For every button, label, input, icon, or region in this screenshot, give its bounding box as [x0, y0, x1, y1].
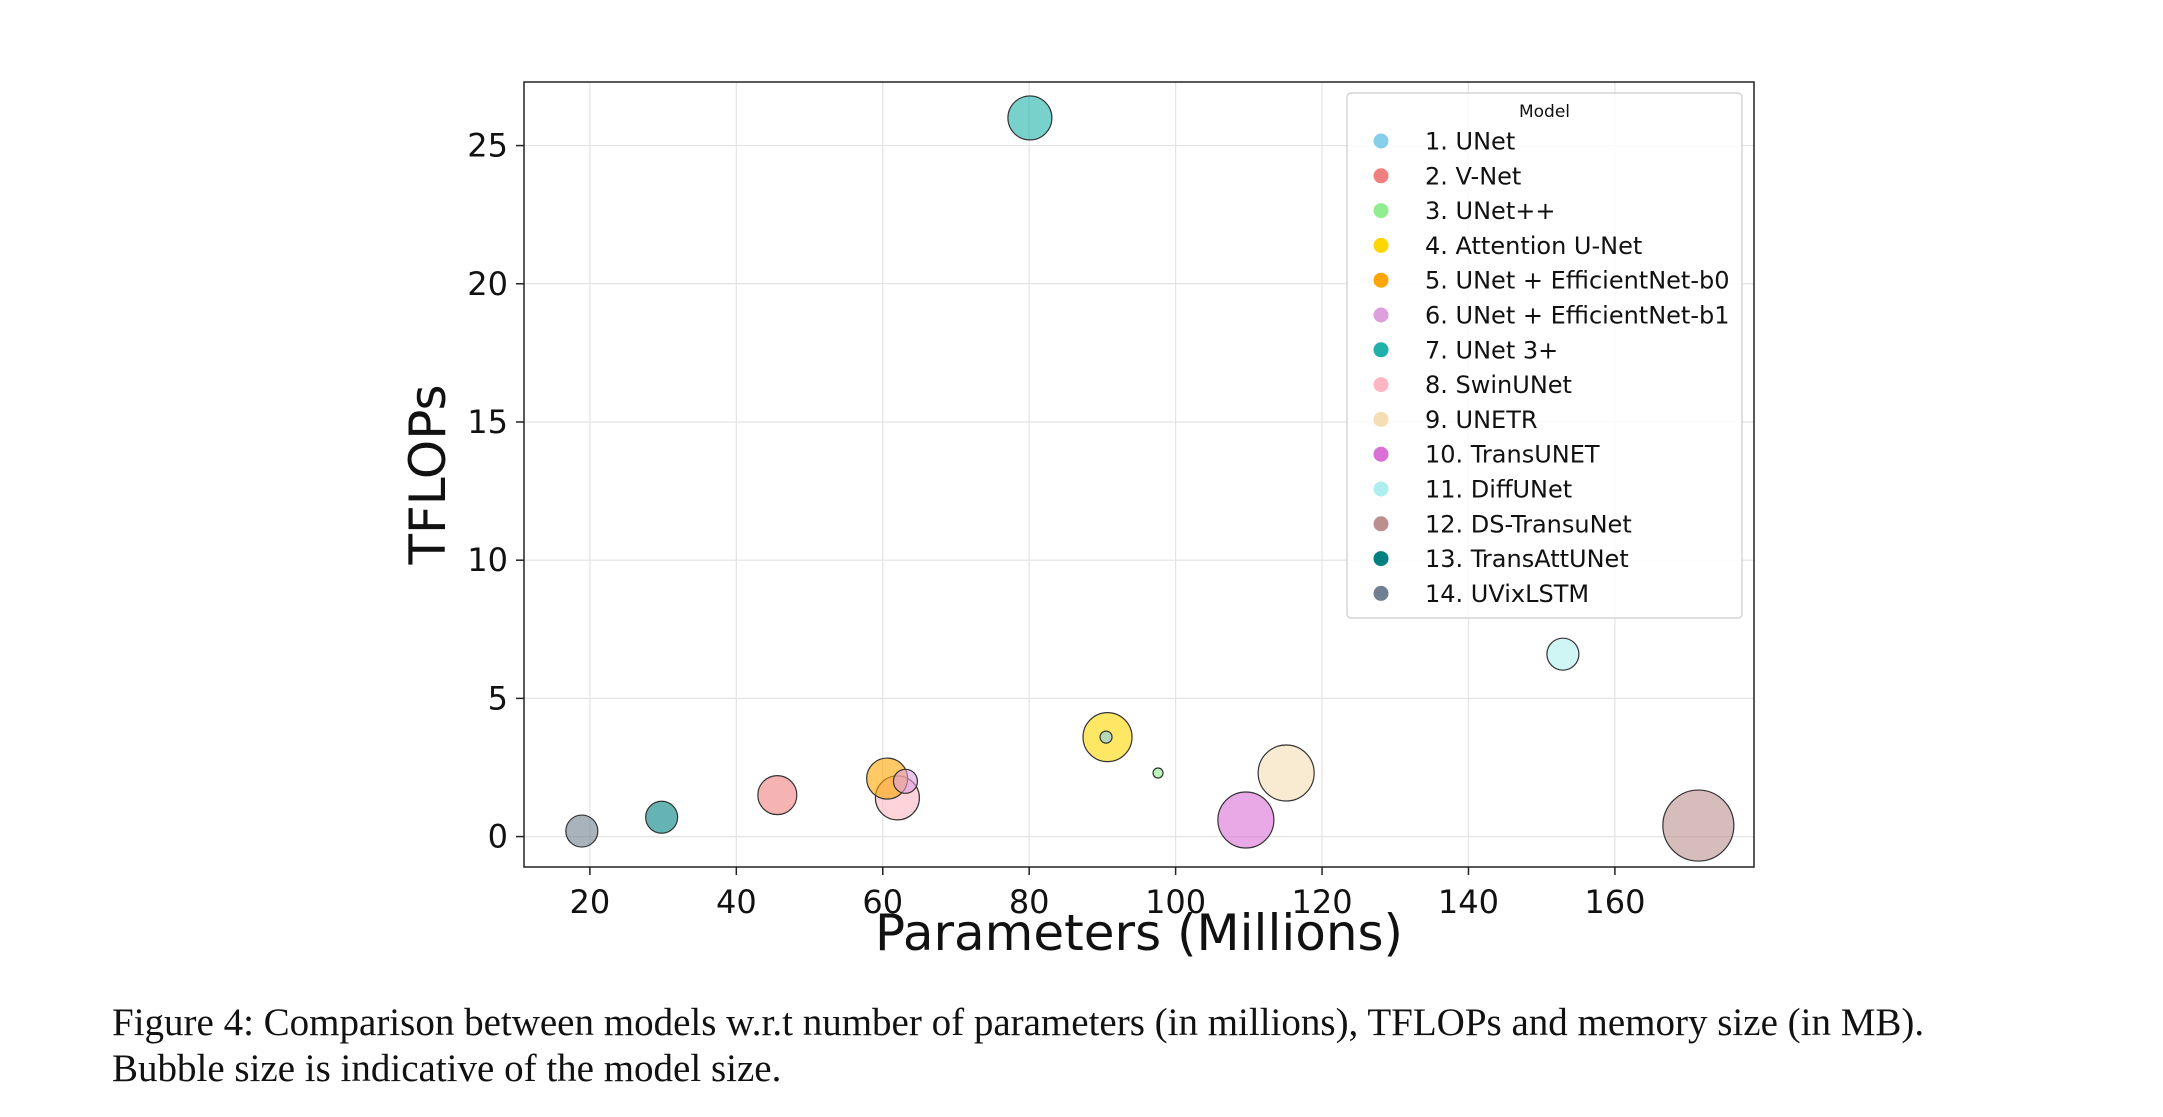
legend-label: 12. DS-TransuNet — [1425, 510, 1632, 538]
legend-swatch — [1373, 237, 1389, 253]
legend-label: 14. UVixLSTM — [1425, 580, 1589, 608]
tick-layer: 20 40 60 80 100 120 140 160 0 5 10 15 20 25 — [467, 127, 1645, 921]
bubble-layer — [565, 95, 1735, 862]
x-tick-label: 80 — [1009, 883, 1050, 921]
x-tick-label: 60 — [862, 883, 903, 921]
bubble-diffunet — [1546, 637, 1580, 671]
x-axis-title: Parameters (Millions) — [875, 904, 1403, 962]
y-tick-label: 20 — [467, 265, 508, 303]
legend-label: 5. UNet + EfficientNet-b0 — [1425, 267, 1730, 295]
legend-label: 4. Attention U-Net — [1425, 232, 1642, 260]
legend-label: 10. TransUNET — [1425, 441, 1600, 469]
legend-swatch — [1373, 411, 1389, 427]
legend-swatch — [1373, 551, 1389, 567]
legend-swatch — [1373, 481, 1389, 497]
legend-swatch — [1373, 342, 1389, 358]
bubble-unet — [1099, 730, 1113, 744]
bubble-unet — [1152, 767, 1164, 779]
bubble-chart: 20 40 60 80 100 120 140 160 0 5 10 15 20 25 Parameter… — [399, 81, 1755, 962]
plot-frame — [523, 81, 1755, 868]
bubble-unet-3 — [1007, 95, 1053, 141]
legend-label: 7. UNet 3+ — [1425, 336, 1558, 364]
legend: Model 1. UNet 2. V-Net 3. UNet++ 4. Attenti… — [1346, 92, 1743, 619]
y-tick-label: 0 — [488, 818, 508, 856]
legend-label: 1. UNet — [1425, 128, 1515, 156]
legend-swatch — [1373, 307, 1389, 323]
y-axis-title: TFLOPs — [399, 384, 457, 565]
legend-swatch — [1373, 168, 1389, 184]
x-tick-label: 40 — [716, 883, 757, 921]
x-tick-label: 100 — [1145, 883, 1206, 921]
legend-label: 11. DiffUNet — [1425, 476, 1572, 504]
chart-svg: 20 40 60 80 100 120 140 160 0 5 10 15 20 25 Parameter… — [399, 81, 1755, 962]
x-tick-label: 20 — [570, 883, 611, 921]
legend-title: Model — [1519, 102, 1570, 122]
legend-label: 2. V-Net — [1425, 162, 1521, 190]
x-tick-label: 120 — [1291, 883, 1352, 921]
y-tick-label: 25 — [467, 127, 508, 165]
legend-items: 1. UNet 2. V-Net 3. UNet++ 4. Attention U-N… — [1373, 128, 1730, 608]
figure-caption: Figure 4: Comparison between models w.r.… — [112, 1000, 2102, 1092]
legend-swatch — [1373, 377, 1389, 393]
y-tick-label: 10 — [467, 541, 508, 579]
legend-label: 6. UNet + EfficientNet-b1 — [1425, 302, 1730, 330]
caption-line-2: Bubble size is indicative of the model s… — [112, 1047, 782, 1090]
legend-label: 3. UNet++ — [1425, 197, 1555, 225]
x-tick-label: 140 — [1438, 883, 1499, 921]
bubble-v-net — [757, 775, 798, 816]
legend-swatch — [1373, 272, 1389, 288]
bubble-unetr — [1257, 744, 1315, 802]
bubble-unet-efficientnet-b1 — [892, 768, 919, 794]
legend-box — [1346, 92, 1743, 619]
y-tick-label: 15 — [467, 403, 508, 441]
caption-line-1: Figure 4: Comparison between models w.r.… — [112, 1001, 1925, 1044]
bubble-transunet — [1217, 791, 1275, 849]
legend-label: 8. SwinUNet — [1425, 371, 1572, 399]
legend-swatch — [1373, 203, 1389, 219]
legend-swatch — [1373, 133, 1389, 149]
legend-label: 9. UNETR — [1425, 406, 1538, 434]
legend-swatch — [1373, 516, 1389, 532]
legend-swatch — [1373, 585, 1389, 601]
x-tick-label: 160 — [1584, 883, 1645, 921]
bubble-uvixlstm — [565, 814, 599, 848]
legend-swatch — [1373, 446, 1389, 462]
y-tick-label: 5 — [488, 679, 508, 717]
bubble-transattunet — [645, 800, 679, 834]
bubble-ds-transunet — [1662, 789, 1735, 862]
legend-label: 13. TransAttUNet — [1425, 545, 1629, 573]
